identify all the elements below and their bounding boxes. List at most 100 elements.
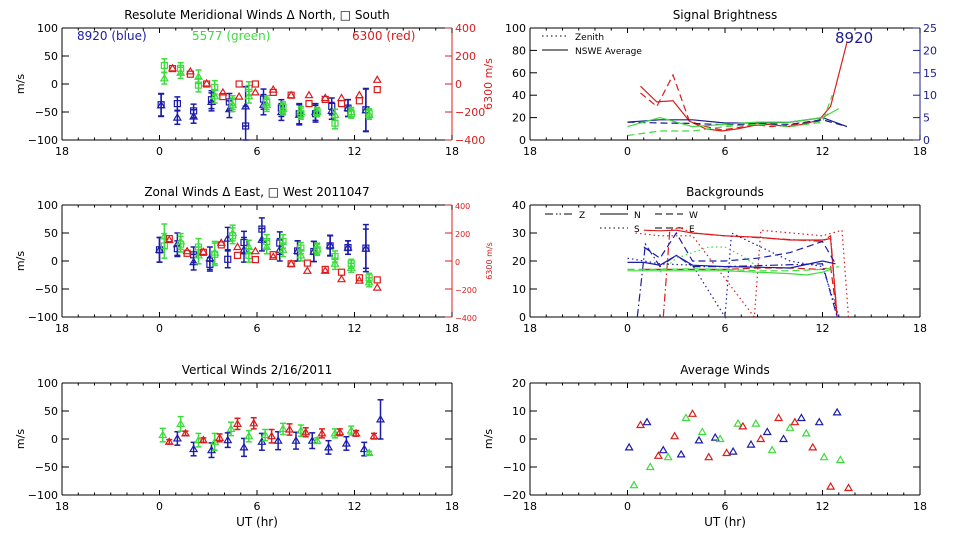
- y-tick-label: 60: [512, 67, 526, 80]
- data-point-square: [347, 110, 355, 118]
- data-point-triangle: [202, 78, 212, 87]
- data-point-square: [177, 240, 185, 248]
- data-point-square: [337, 99, 346, 108]
- series-line: [636, 242, 838, 318]
- data-point-square: [203, 80, 211, 88]
- data-point-triangle: [172, 112, 182, 121]
- data-point-square: [313, 108, 321, 116]
- data-point-triangle: [653, 451, 663, 459]
- data-point-square: [186, 70, 194, 78]
- data-point-square: [344, 243, 352, 252]
- data-point-triangle: [796, 413, 806, 422]
- data-point-square: [233, 251, 242, 259]
- data-point-square: [251, 256, 259, 264]
- data-point-triangle: [746, 439, 756, 448]
- data-point-triangle: [762, 427, 772, 436]
- data-point-triangle: [215, 433, 225, 441]
- legend-label: NSWE Average: [575, 47, 642, 57]
- data-point-square: [183, 249, 191, 257]
- y2-tick-label: −200: [455, 286, 477, 295]
- y2-tick-label: −200: [455, 106, 485, 119]
- data-point-square: [245, 251, 253, 259]
- data-point-square: [365, 109, 373, 117]
- data-point-square: [305, 99, 313, 108]
- data-point-triangle: [176, 419, 186, 427]
- data-point-triangle: [808, 442, 818, 451]
- data-point-triangle: [624, 442, 634, 451]
- data-point-triangle: [694, 435, 704, 444]
- x-tick-label: 6: [254, 500, 261, 513]
- legend-label: Zenith: [575, 33, 604, 43]
- y-axis-label: m/s: [482, 429, 495, 449]
- x-tick-label: 6: [722, 145, 729, 158]
- data-point-square: [269, 251, 277, 259]
- y-tick-label: 0: [519, 134, 526, 147]
- y-tick-label: 100: [37, 199, 58, 212]
- data-point-triangle: [273, 435, 283, 444]
- data-point-triangle: [244, 431, 254, 440]
- x-tick-label: 18: [445, 322, 459, 335]
- x-tick-label: 12: [816, 322, 830, 335]
- data-point-triangle: [364, 448, 374, 457]
- chart-title: Signal Brightness: [673, 8, 778, 22]
- data-point-triangle: [232, 242, 243, 251]
- data-point-triangle: [278, 424, 288, 433]
- data-point-triangle: [330, 259, 340, 267]
- data-point-square: [160, 61, 168, 70]
- y-tick-label: 0: [51, 78, 58, 91]
- data-point-square: [165, 235, 173, 243]
- series-line: [662, 226, 838, 318]
- data-point-triangle: [330, 428, 340, 437]
- y2-tick-label: 0: [923, 134, 930, 147]
- chart-zonal: Zonal Winds Δ East, □ West 2011047 18 0 6 12…: [14, 185, 494, 335]
- data-point-square: [321, 95, 329, 104]
- series-line: [627, 94, 833, 137]
- data-point-square: [365, 274, 373, 282]
- data-point-triangle: [369, 431, 379, 440]
- data-point-triangle: [189, 257, 199, 266]
- y-axis-label: m/s: [14, 251, 27, 271]
- data-point-triangle: [323, 442, 334, 451]
- data-point-triangle: [335, 427, 345, 436]
- x-tick-label: 6: [254, 145, 261, 158]
- data-point-triangle: [301, 427, 311, 436]
- data-point-triangle: [704, 452, 714, 461]
- y-axis-label: m/s: [14, 74, 27, 94]
- data-point-triangle: [232, 419, 243, 427]
- data-point-square: [279, 237, 287, 245]
- data-point-square: [211, 83, 219, 91]
- y-tick-label: 100: [37, 377, 58, 390]
- data-point-triangle: [296, 425, 306, 434]
- data-point-triangle: [733, 418, 743, 427]
- data-point-triangle: [164, 437, 174, 445]
- data-point-square: [251, 80, 259, 88]
- legend-label: Z: [579, 211, 585, 221]
- annotation-green: 5577 (green): [192, 29, 270, 43]
- y2-tick-label: 0: [455, 78, 462, 91]
- annotation-label: 8920: [835, 29, 873, 47]
- data-point-triangle: [218, 87, 228, 96]
- data-point-triangle: [239, 442, 249, 451]
- data-point-square: [199, 248, 207, 256]
- data-point-triangle: [354, 275, 364, 284]
- data-point-triangle: [354, 90, 364, 99]
- y-tick-label: 40: [512, 199, 526, 212]
- y-tick-label: −50: [35, 461, 58, 474]
- data-point-triangle: [778, 434, 789, 443]
- y-tick-label: 20: [512, 112, 526, 125]
- data-point-square: [287, 260, 295, 268]
- y-tick-label: 20: [512, 255, 526, 268]
- data-point-triangle: [826, 481, 836, 490]
- data-point-triangle: [790, 417, 800, 426]
- x-tick-label: 0: [156, 145, 163, 158]
- data-point-square: [263, 237, 271, 245]
- data-point-triangle: [346, 425, 356, 434]
- legend-label: N: [634, 211, 641, 221]
- y2-tick-label: 20: [923, 44, 937, 57]
- y-tick-label: 10: [512, 283, 526, 296]
- data-point-square: [240, 238, 248, 247]
- data-point-triangle: [359, 444, 369, 453]
- y-tick-label: 80: [512, 44, 526, 57]
- x-tick-label: 18: [913, 322, 927, 335]
